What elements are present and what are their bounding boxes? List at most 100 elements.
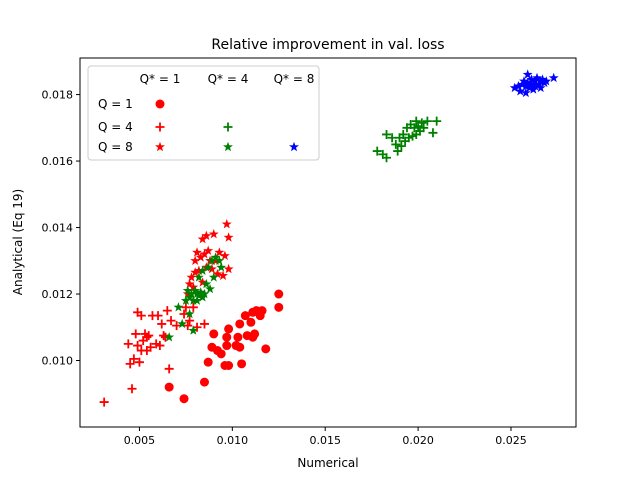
- data-point-circle: [233, 332, 243, 342]
- data-point-star: [210, 255, 221, 265]
- legend-box: [87, 65, 320, 161]
- data-point-star: [190, 285, 201, 295]
- data-point-star: [190, 255, 201, 265]
- data-point-star: [214, 247, 225, 257]
- data-point-star: [530, 81, 541, 91]
- data-point-plus: [133, 341, 143, 351]
- data-point-plus: [157, 319, 167, 329]
- data-point-plus: [411, 116, 421, 126]
- data-point-star: [509, 82, 520, 93]
- data-point-star: [177, 318, 188, 329]
- x-tick-label: 0.005: [124, 434, 156, 447]
- data-point-plus: [422, 116, 432, 126]
- data-point-star: [214, 255, 225, 265]
- data-point-star: [203, 262, 214, 272]
- data-point-plus: [166, 316, 176, 326]
- data-point-star: [184, 278, 195, 289]
- data-point-star: [541, 76, 552, 86]
- data-point-star: [208, 228, 219, 239]
- data-point-plus: [153, 311, 163, 321]
- y-tick-label: 0.012: [42, 288, 74, 301]
- x-axis-label: Numerical: [297, 456, 358, 470]
- data-point-circle: [235, 342, 245, 352]
- data-point-circle: [164, 382, 174, 392]
- data-point-circle: [199, 377, 209, 387]
- data-point-star: [164, 332, 175, 342]
- data-point-circle: [274, 302, 284, 312]
- data-point-plus: [393, 146, 403, 156]
- data-point-star: [532, 72, 542, 83]
- data-point-star: [537, 74, 548, 84]
- data-point-star: [188, 282, 199, 292]
- data-point-plus: [185, 316, 195, 326]
- data-point-star: [223, 232, 234, 242]
- data-point-star: [526, 74, 537, 84]
- data-point-plus: [129, 354, 139, 364]
- data-point-plus: [199, 319, 209, 329]
- data-point-star: [526, 79, 537, 89]
- data-point-star: [216, 262, 227, 272]
- chart-title: Relative improvement in val. loss: [211, 37, 444, 53]
- data-point-star: [182, 285, 193, 295]
- data-point-circle: [209, 329, 219, 339]
- data-point-circle: [224, 361, 234, 370]
- x-tick-label: 0.015: [309, 434, 341, 447]
- data-point-plus: [391, 139, 401, 149]
- data-point-star: [195, 287, 206, 297]
- data-point-plus: [428, 128, 438, 138]
- data-point-star: [193, 272, 204, 282]
- data-point-plus: [183, 321, 193, 331]
- data-point-star: [192, 288, 202, 299]
- y-axis-label: Analytical (Eq 19): [11, 189, 25, 295]
- data-point-plus: [382, 129, 392, 139]
- data-point-star: [519, 76, 529, 86]
- data-point-star: [208, 272, 219, 282]
- data-point-circle: [261, 344, 271, 354]
- legend-marker-star: [155, 141, 165, 152]
- legend-column-header: Q* = 8: [274, 72, 315, 86]
- data-point-circle: [224, 324, 234, 334]
- legend-row-header: Q = 4: [98, 120, 133, 134]
- data-point-circle: [222, 341, 232, 351]
- data-point-star: [221, 219, 232, 229]
- data-point-plus: [396, 141, 406, 151]
- data-point-star: [188, 295, 199, 305]
- data-point-circle: [179, 394, 189, 404]
- legend-row-header: Q = 1: [98, 97, 133, 111]
- data-point-star: [522, 77, 533, 88]
- data-point-star: [180, 295, 191, 305]
- data-point-star: [210, 252, 221, 262]
- data-point-star: [548, 72, 559, 83]
- data-point-circle: [274, 289, 284, 299]
- data-point-star: [197, 277, 208, 287]
- data-point-plus: [372, 146, 382, 156]
- data-point-star: [186, 272, 197, 282]
- data-point-plus: [134, 357, 144, 367]
- data-point-star: [522, 69, 533, 79]
- data-point-star: [197, 233, 208, 244]
- data-point-plus: [127, 384, 137, 394]
- y-axis: 0.010 0.012 0.014 0.016 0.018: [42, 89, 80, 368]
- data-point-star: [193, 265, 204, 275]
- data-point-star: [199, 248, 210, 259]
- data-point-plus: [417, 118, 427, 128]
- data-point-star: [219, 250, 230, 260]
- data-point-star: [192, 247, 202, 257]
- data-point-star: [520, 87, 531, 98]
- legend-marker-plus: [155, 122, 165, 132]
- data-point-star: [192, 295, 202, 305]
- data-point-star: [212, 268, 223, 279]
- y-tick-label: 0.014: [42, 222, 74, 235]
- y-tick-label: 0.018: [42, 89, 74, 102]
- data-point-circle: [203, 357, 213, 367]
- data-point-plus: [99, 397, 109, 407]
- data-point-star: [515, 86, 526, 96]
- data-point-star: [182, 288, 193, 299]
- data-point-star: [223, 263, 234, 274]
- legend-row-header: Q = 8: [98, 140, 133, 154]
- data-point-star: [186, 288, 197, 299]
- data-point-circle: [237, 359, 247, 369]
- x-tick-label: 0.020: [402, 434, 434, 447]
- data-point-plus: [131, 329, 141, 339]
